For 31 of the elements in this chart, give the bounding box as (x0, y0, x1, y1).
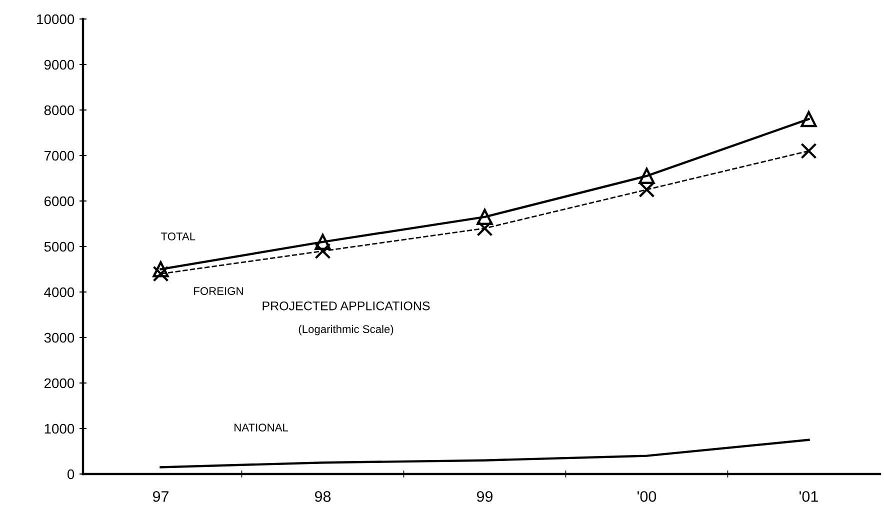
y-tick-label: 6000 (44, 196, 74, 206)
x-tick-label: 97 (152, 491, 168, 502)
y-tick-label: 7000 (44, 150, 74, 161)
point (476, 220, 493, 236)
x-tick-label: '00 (638, 491, 656, 502)
point (476, 208, 493, 225)
series-label: FOREIGN (194, 287, 243, 295)
y-tick-label: 5000 (44, 242, 74, 252)
y-tick-label: 4000 (44, 287, 74, 298)
y-tick-label: 8000 (44, 105, 74, 116)
text: (Logarithmic Scale) (298, 324, 394, 336)
y-tick-label: 1000 (44, 424, 74, 434)
series-label: TOTAL (161, 232, 196, 240)
point (152, 266, 169, 282)
point (152, 261, 169, 278)
y-tick-label: 3000 (44, 332, 74, 343)
text: PROJECTED APPLICATIONS (262, 301, 430, 310)
point (314, 234, 331, 250)
point (800, 142, 817, 160)
y-tick-label: 0 (67, 469, 74, 480)
point (800, 111, 817, 128)
x-tick-label: 98 (314, 491, 331, 502)
text: NATIONAL (234, 424, 288, 432)
line-series (160, 438, 810, 468)
y-tick-label: 10000 (37, 14, 74, 24)
x-tick-label: '01 (800, 491, 818, 502)
point (314, 242, 331, 260)
x-tick-label: 99 (476, 491, 493, 502)
y-tick-label: 9000 (44, 60, 74, 70)
point (638, 168, 655, 184)
y-tick-label: 2000 (44, 378, 74, 388)
